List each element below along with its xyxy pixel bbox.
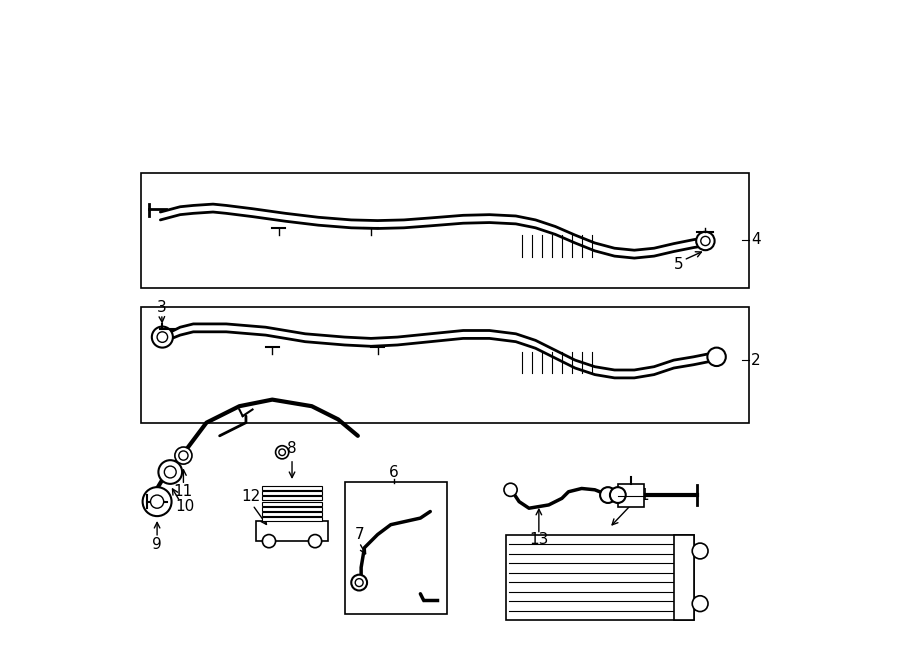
Circle shape [152, 327, 173, 348]
Text: 4: 4 [752, 232, 760, 247]
Bar [506, 535, 694, 620]
Circle shape [158, 460, 182, 484]
Circle shape [356, 578, 363, 586]
Circle shape [142, 487, 172, 516]
Circle shape [158, 332, 167, 342]
Circle shape [275, 446, 289, 459]
Text: 2: 2 [752, 352, 760, 368]
Circle shape [309, 535, 321, 548]
Bar [263, 512, 321, 516]
Bar [263, 507, 321, 511]
Bar [674, 535, 694, 620]
Text: 9: 9 [152, 537, 162, 552]
Text: 1: 1 [639, 488, 649, 502]
Bar [617, 484, 644, 507]
Text: 13: 13 [529, 531, 548, 547]
Circle shape [150, 495, 164, 508]
Bar [263, 518, 321, 522]
Bar [263, 496, 321, 500]
Circle shape [610, 487, 626, 503]
Circle shape [504, 483, 518, 496]
Circle shape [351, 574, 367, 590]
Bar [345, 482, 446, 613]
Circle shape [175, 447, 192, 464]
Circle shape [697, 232, 715, 251]
Circle shape [707, 348, 725, 366]
Text: 10: 10 [176, 499, 195, 514]
Circle shape [179, 451, 188, 460]
Circle shape [165, 466, 176, 478]
Circle shape [600, 487, 616, 503]
Bar [140, 173, 750, 288]
Text: 5: 5 [674, 257, 684, 272]
Circle shape [692, 543, 708, 559]
Bar [263, 502, 321, 506]
Text: 12: 12 [241, 489, 260, 504]
Text: 6: 6 [389, 465, 399, 479]
Text: 8: 8 [287, 442, 297, 457]
Circle shape [701, 237, 710, 246]
Text: 11: 11 [174, 485, 193, 499]
Bar [140, 307, 750, 422]
Bar [263, 486, 321, 490]
Circle shape [279, 449, 285, 455]
Text: 7: 7 [355, 527, 364, 542]
Bar [256, 522, 328, 541]
Circle shape [692, 596, 708, 611]
Text: 3: 3 [157, 300, 166, 315]
Bar [263, 491, 321, 495]
Circle shape [263, 535, 275, 548]
